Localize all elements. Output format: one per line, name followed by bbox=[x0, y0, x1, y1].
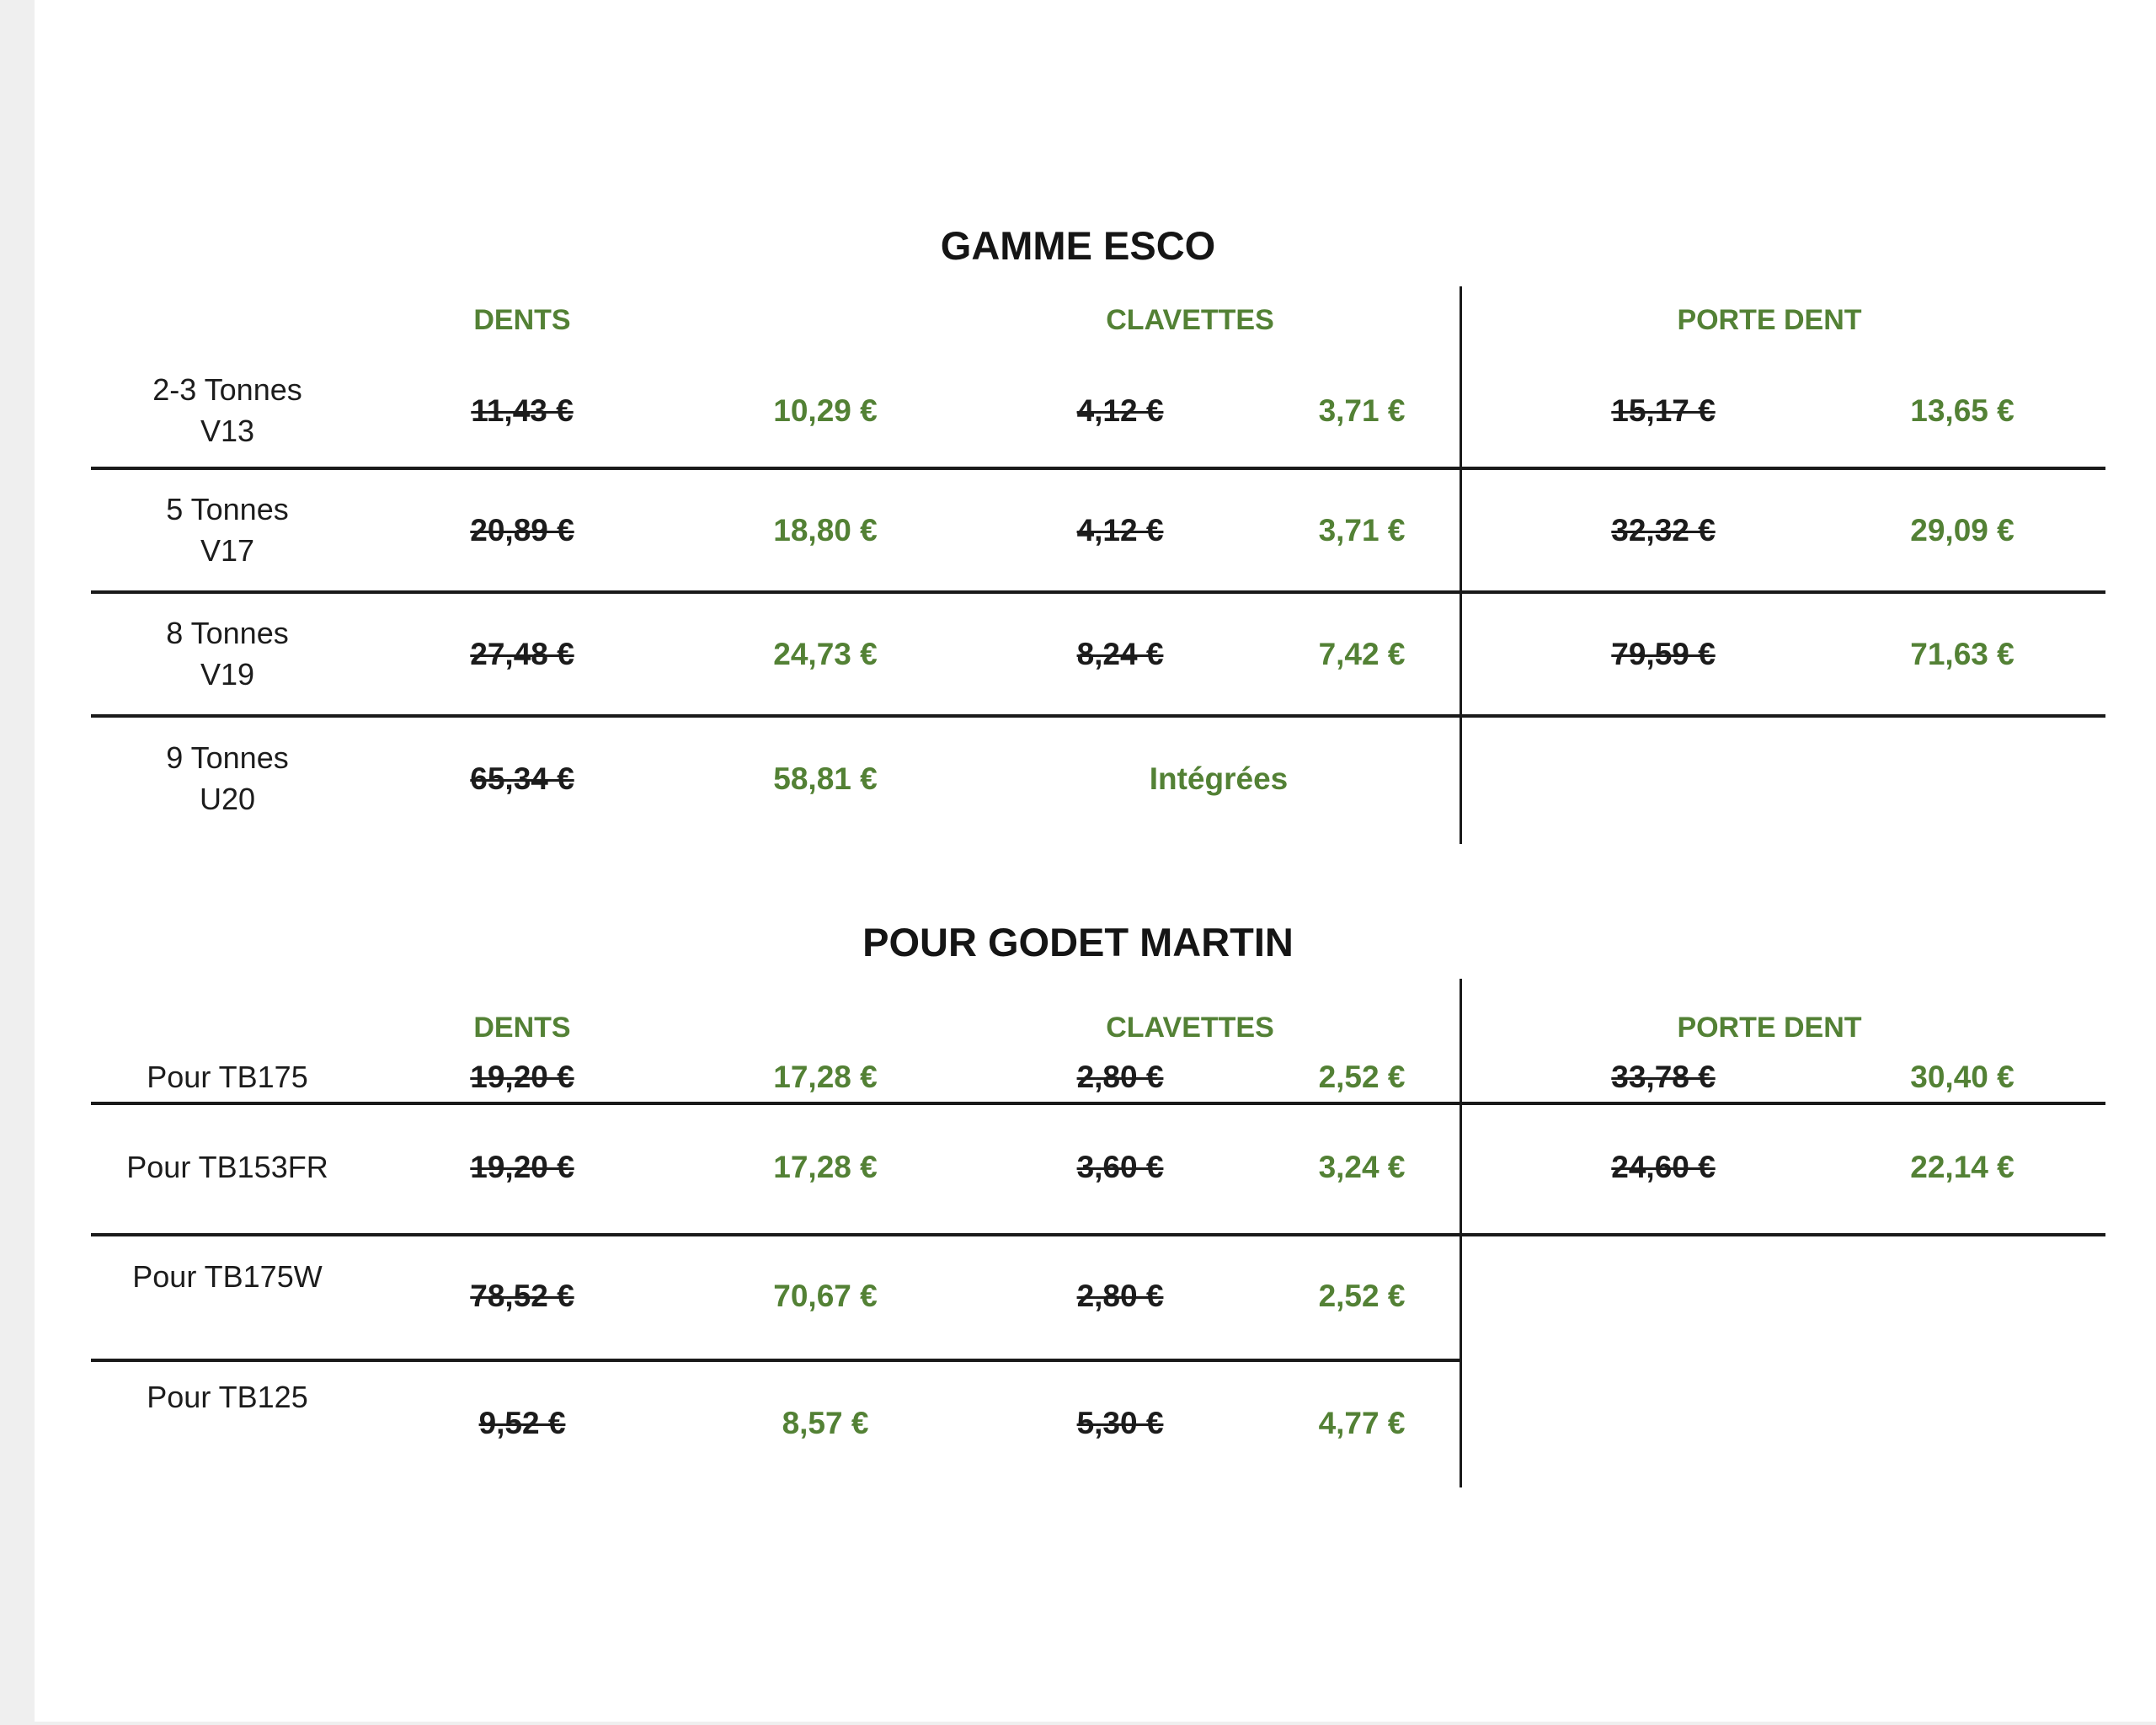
martin-column-header-dents: DENTS bbox=[473, 1011, 571, 1044]
clavettes-new-price: 3,24 € bbox=[1318, 1150, 1406, 1184]
row-divider-line bbox=[91, 1233, 2105, 1236]
page-bottom-margin-strip bbox=[0, 1722, 2156, 1725]
row-label: Pour TB175 bbox=[147, 1059, 308, 1094]
row-label-line1: 2-3 Tonnes bbox=[152, 372, 302, 408]
table-row: 2-3 Tonnes V13 11,43 € 10,29 € 4,12 € 3,… bbox=[84, 354, 2105, 468]
clavettes-old-price: 3,60 € bbox=[1076, 1150, 1164, 1184]
table-row: 9 Tonnes U20 65,34 € 58,81 € Intégrées bbox=[84, 716, 2105, 842]
dents-new-price: 8,57 € bbox=[782, 1405, 869, 1440]
esco-column-header-dents: DENTS bbox=[473, 303, 571, 336]
dents-old-price: 9,52 € bbox=[478, 1405, 566, 1440]
dents-old-price: 19,20 € bbox=[470, 1150, 574, 1184]
row-divider-line bbox=[91, 590, 2105, 594]
column-divider-line bbox=[1460, 286, 1462, 844]
row-label: Pour TB175W bbox=[132, 1259, 323, 1294]
clavettes-old-price: 4,12 € bbox=[1076, 512, 1164, 547]
dents-new-price: 18,80 € bbox=[773, 512, 878, 547]
row-divider-line bbox=[91, 1359, 1460, 1362]
row-divider-line bbox=[91, 467, 2105, 470]
table-title-gamme-esco: GAMME ESCO bbox=[940, 223, 1216, 268]
porte-dent-new-price: 30,40 € bbox=[1910, 1060, 2015, 1094]
porte-dent-new-price: 29,09 € bbox=[1910, 512, 2015, 547]
row-label-line2: V17 bbox=[200, 532, 255, 568]
porte-dent-old-price: 15,17 € bbox=[1611, 393, 1716, 428]
clavettes-old-price: 5,30 € bbox=[1076, 1405, 1164, 1440]
page-left-margin-strip bbox=[0, 0, 35, 1725]
dents-old-price: 27,48 € bbox=[470, 636, 574, 671]
row-label-line2: U20 bbox=[199, 782, 256, 816]
porte-dent-new-price: 71,63 € bbox=[1910, 636, 2015, 671]
table-row: 8 Tonnes V19 27,48 € 24,73 € 8,24 € 7,42… bbox=[84, 592, 2105, 716]
martin-column-header-porte-dent: PORTE DENT bbox=[1677, 1011, 1862, 1044]
table-row: Pour TB153FR 19,20 € 17,28 € 3,60 € 3,24… bbox=[84, 1102, 2105, 1233]
porte-dent-old-price: 79,59 € bbox=[1611, 636, 1716, 671]
dents-old-price: 20,89 € bbox=[470, 512, 574, 547]
martin-column-header-clavettes: CLAVETTES bbox=[1106, 1011, 1274, 1044]
esco-column-header-clavettes: CLAVETTES bbox=[1106, 303, 1274, 336]
porte-dent-old-price: 33,78 € bbox=[1611, 1060, 1716, 1094]
clavettes-new-price: 3,71 € bbox=[1318, 512, 1406, 547]
clavettes-new-price: 4,77 € bbox=[1318, 1405, 1406, 1440]
dents-new-price: 17,28 € bbox=[773, 1150, 878, 1184]
porte-dent-new-price: 22,14 € bbox=[1910, 1150, 2015, 1184]
porte-dent-old-price: 32,32 € bbox=[1611, 512, 1716, 547]
esco-column-header-porte-dent: PORTE DENT bbox=[1677, 303, 1862, 336]
dents-new-price: 58,81 € bbox=[773, 761, 878, 796]
clavettes-new-price: 2,52 € bbox=[1318, 1278, 1406, 1313]
row-label-line2: V13 bbox=[200, 414, 255, 448]
table-gamme-esco: DENTS CLAVETTES PORTE DENT 2-3 Tonnes V1… bbox=[84, 286, 2105, 842]
porte-dent-new-price: 13,65 € bbox=[1910, 393, 2015, 428]
row-label: 2-3 Tonnes V13 bbox=[84, 370, 371, 451]
row-divider-line bbox=[91, 1102, 2105, 1105]
porte-dent-old-price: 24,60 € bbox=[1611, 1150, 1716, 1184]
table-title-pour-godet-martin: POUR GODET MARTIN bbox=[862, 920, 1294, 964]
clavettes-integrated-note: Intégrées bbox=[1149, 761, 1289, 796]
table-row: Pour TB125 9,52 € 8,57 € 5,30 € 4,77 € bbox=[84, 1359, 2105, 1487]
row-label: 5 Tonnes V17 bbox=[84, 489, 371, 571]
clavettes-new-price: 2,52 € bbox=[1318, 1060, 1406, 1094]
martin-header-row: DENTS CLAVETTES PORTE DENT bbox=[84, 1002, 2105, 1053]
dents-old-price: 11,43 € bbox=[471, 393, 574, 428]
table-row: Pour TB175W 78,52 € 70,67 € 2,80 € 2,52 … bbox=[84, 1233, 2105, 1359]
column-divider-line bbox=[1460, 979, 1462, 1487]
dents-old-price: 19,20 € bbox=[470, 1060, 574, 1094]
clavettes-old-price: 4,12 € bbox=[1076, 393, 1164, 428]
row-label-line2: V19 bbox=[200, 656, 255, 692]
dents-old-price: 78,52 € bbox=[470, 1278, 574, 1313]
row-label-line1: 5 Tonnes bbox=[166, 491, 289, 526]
row-label-line1: 8 Tonnes bbox=[166, 615, 289, 650]
clavettes-old-price: 2,80 € bbox=[1076, 1278, 1164, 1313]
dents-new-price: 17,28 € bbox=[773, 1060, 878, 1094]
clavettes-old-price: 8,24 € bbox=[1076, 636, 1164, 671]
esco-header-row: DENTS CLAVETTES PORTE DENT bbox=[84, 286, 2105, 354]
dents-new-price: 70,67 € bbox=[773, 1278, 878, 1313]
table-row: 5 Tonnes V17 20,89 € 18,80 € 4,12 € 3,71… bbox=[84, 468, 2105, 592]
clavettes-old-price: 2,80 € bbox=[1076, 1060, 1164, 1094]
dents-new-price: 24,73 € bbox=[773, 636, 878, 671]
clavettes-new-price: 7,42 € bbox=[1318, 636, 1406, 671]
row-label-line1: 9 Tonnes bbox=[166, 740, 289, 776]
row-divider-line bbox=[91, 714, 2105, 718]
row-label: 8 Tonnes V19 bbox=[84, 613, 371, 695]
row-label: Pour TB153FR bbox=[126, 1149, 328, 1184]
clavettes-new-price: 3,71 € bbox=[1318, 393, 1406, 428]
row-label: 9 Tonnes U20 bbox=[84, 738, 371, 820]
table-row: Pour TB175 19,20 € 17,28 € 2,80 € 2,52 €… bbox=[84, 1053, 2105, 1102]
dents-old-price: 65,34 € bbox=[470, 761, 574, 796]
row-label: Pour TB125 bbox=[147, 1380, 308, 1414]
dents-new-price: 10,29 € bbox=[773, 393, 878, 428]
table-pour-godet-martin: DENTS CLAVETTES PORTE DENT Pour TB175 19… bbox=[84, 1002, 2105, 1487]
